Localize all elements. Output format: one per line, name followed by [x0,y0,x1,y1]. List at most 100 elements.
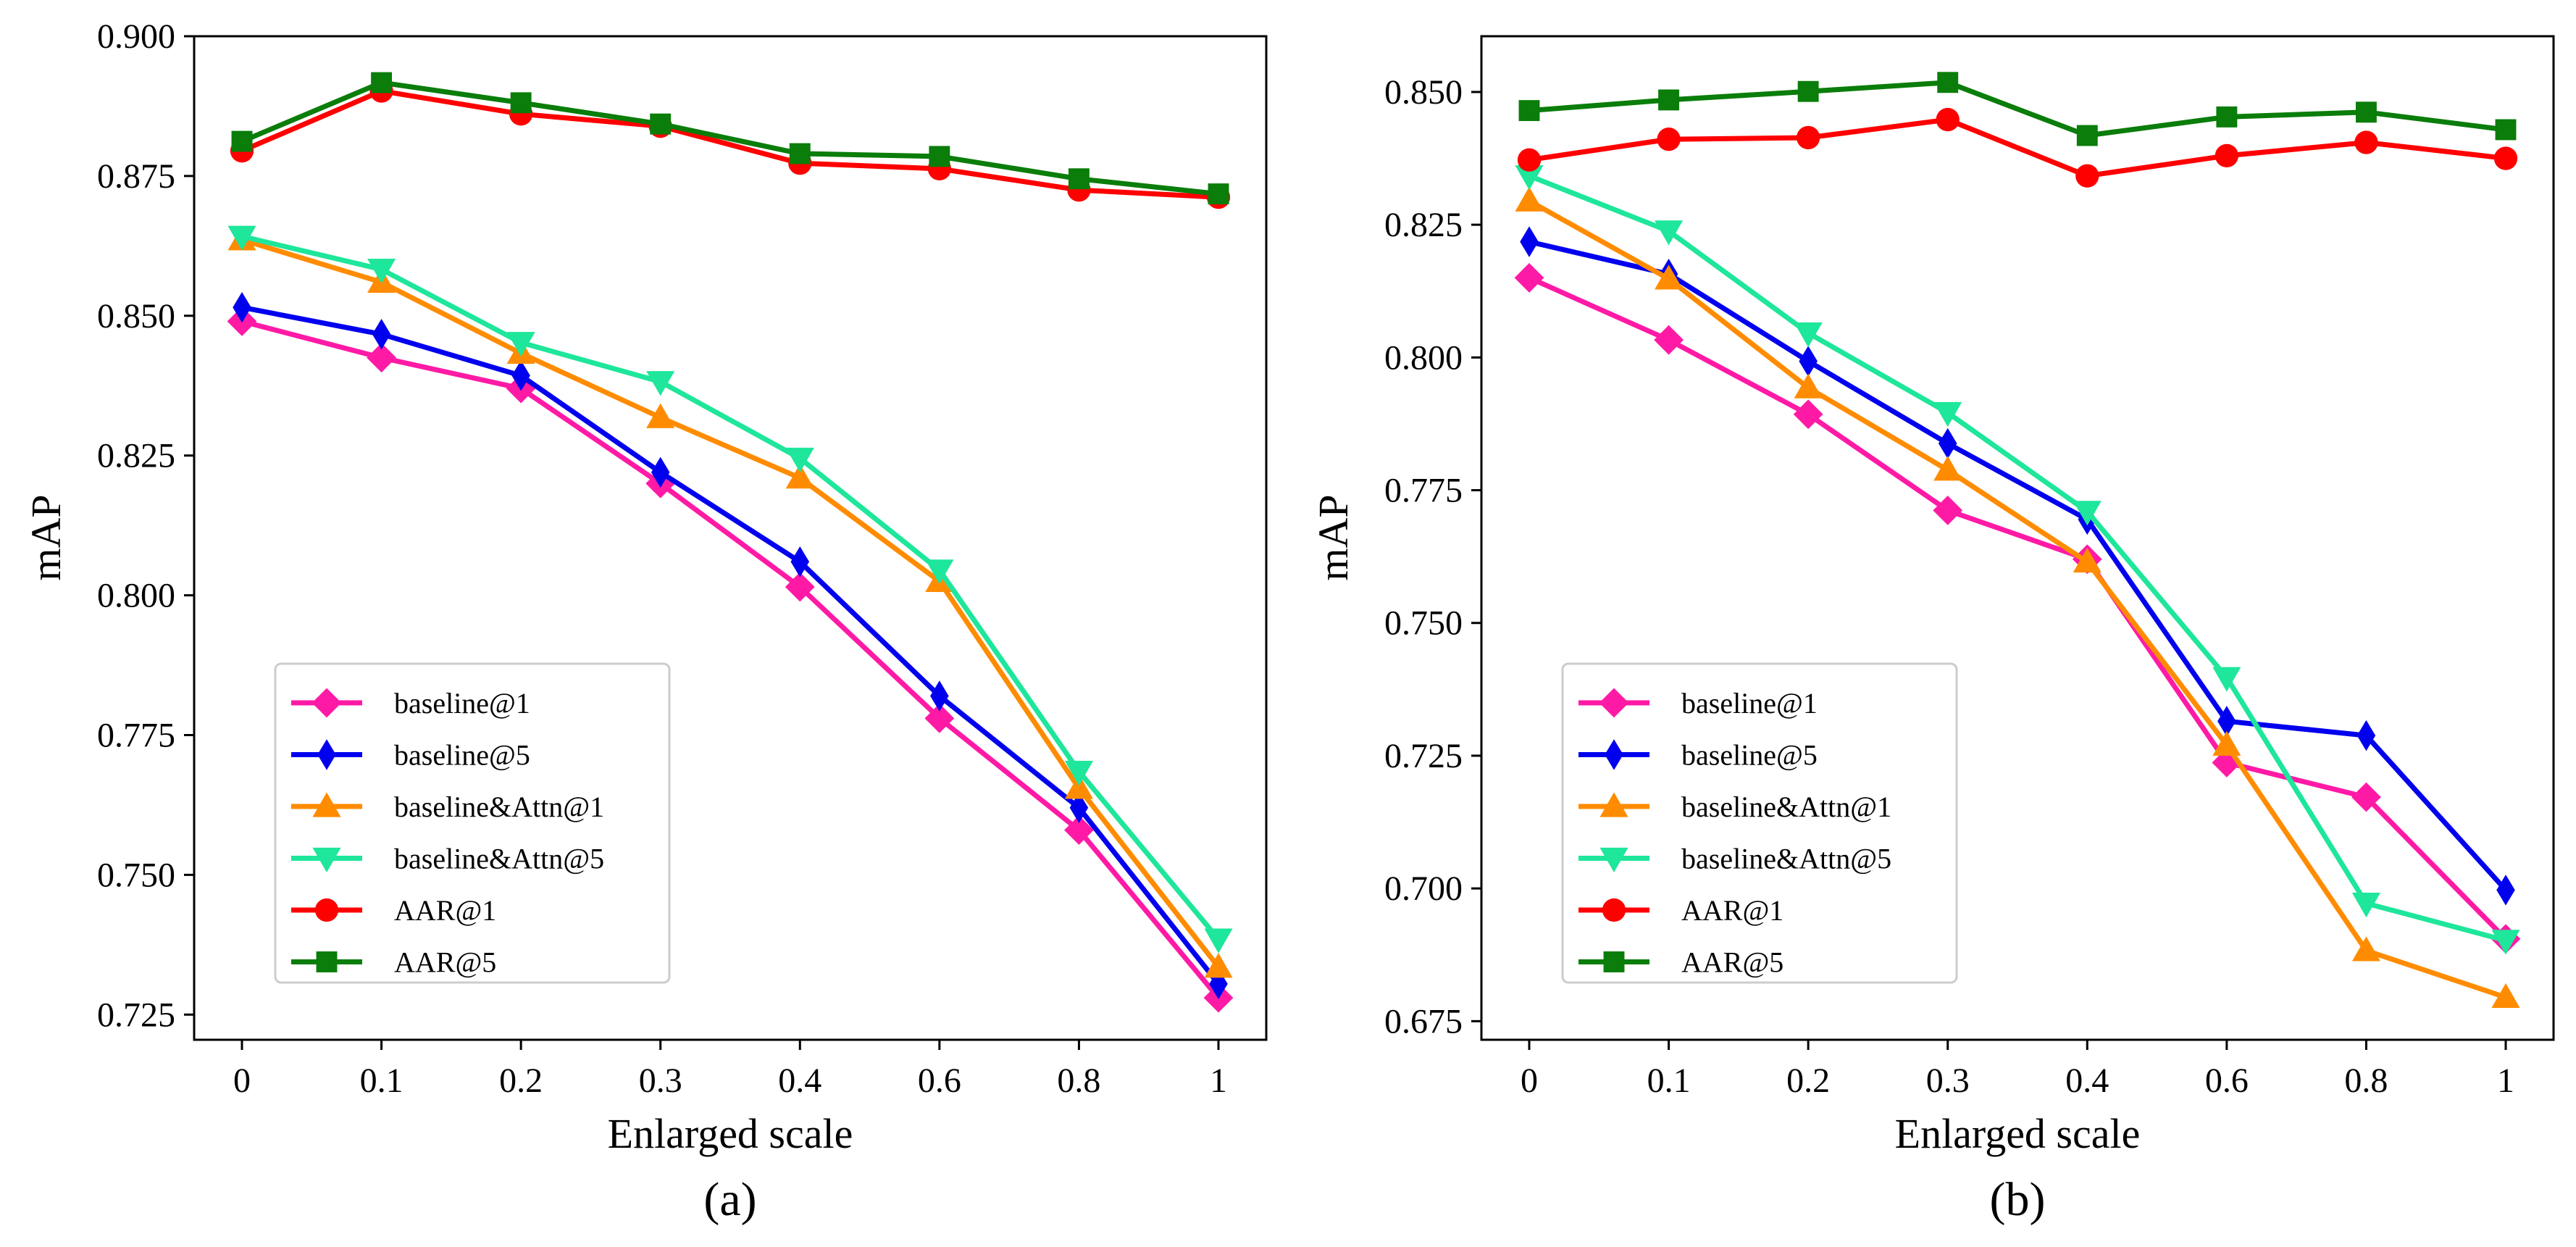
y-tick-label: 0.775 [1384,472,1463,510]
data-point [372,319,391,350]
chart-panel-b: 0 0.1 0.2 0.3 0.4 0.6 0.8 1 0.675 0.700 0.725 0.750… [1310,35,2555,1226]
data-point [2216,106,2238,128]
legend-label: baseline&Attn@5 [1681,843,1891,875]
data-point [646,403,675,428]
data-point [929,146,950,167]
y-tick-label: 0.725 [1384,737,1463,775]
legend-label: baseline@1 [1681,687,1818,720]
data-point [1796,125,1820,150]
legend-label: baseline&Attn@1 [1681,791,1891,823]
data-point [2212,667,2241,692]
data-point [2351,782,2381,812]
y-tick-label: 0.775 [97,716,175,754]
data-point [2351,936,2380,962]
data-point [1514,263,1544,293]
data-point [231,130,253,152]
panel-caption: (b) [1990,1173,2046,1226]
y-axis-label: mAP [1310,494,1357,580]
data-point [1658,89,1680,111]
series-line [239,80,1221,197]
y-tick-label: 0.675 [1384,1002,1463,1040]
x-tick-label: 0.2 [1786,1062,1830,1100]
x-axis-label: Enlarged scale [608,1110,853,1157]
legend-marker [1599,792,1628,817]
data-point [925,559,954,585]
x-tick-label: 1 [2497,1062,2514,1100]
legend-marker [1599,847,1628,873]
data-point [2212,748,2242,777]
legend-marker [1605,739,1623,770]
y-tick-label: 0.850 [97,297,175,335]
legend-label: AAR@1 [1681,894,1783,927]
data-point [2212,730,2241,756]
data-point [1655,220,1684,246]
x-tick-label: 0.1 [360,1062,403,1100]
data-point [367,343,396,373]
legend-label: baseline&Attn@5 [394,843,604,875]
data-point [1797,80,1819,102]
data-point [790,546,810,577]
series-line [1526,239,2509,893]
y-tick-label: 0.825 [97,437,175,475]
data-point [233,291,251,323]
data-point [924,703,955,733]
data-point [1657,128,1681,151]
data-point [2076,125,2098,146]
legend-label: baseline&Attn@1 [394,791,604,823]
data-point [1204,953,1233,978]
legend-label: baseline@5 [394,739,530,772]
legend-label: AAR@5 [1681,946,1783,979]
data-point [2075,164,2099,188]
data-point [1517,148,1542,172]
data-point [1064,815,1094,846]
series-line [239,319,1221,1001]
data-point [2073,547,2102,573]
data-point [510,92,532,114]
legend-marker [311,688,342,718]
y-tick-label: 0.800 [1384,338,1463,377]
legend-marker [312,792,341,817]
legend-marker [1603,951,1625,972]
x-tick-label: 0 [1521,1062,1538,1100]
data-point [1064,774,1093,799]
data-point [1655,264,1684,290]
data-point [2496,875,2515,906]
series-line [239,233,1221,942]
data-point [1518,100,1540,122]
y-tick-label: 0.750 [97,856,175,894]
series-line [1526,117,2509,179]
legend-marker [312,847,341,873]
series-line [239,237,1221,970]
data-point [651,456,670,488]
x-tick-label: 0.4 [2065,1062,2109,1100]
legend: baseline@1 baseline@5 baseline&Attn@1 basel… [1561,662,1958,984]
x-tick-label: 0.3 [639,1062,682,1100]
data-point [367,259,396,284]
series-line [1526,198,2509,1000]
x-tick-label: 0 [233,1062,251,1100]
data-point [1069,792,1089,824]
series-layer [1514,72,2521,1009]
data-point [1793,399,1823,430]
data-point [2493,146,2518,170]
data-point [2215,143,2239,168]
x-tick-label: 0.6 [918,1062,961,1100]
data-point [1937,72,1959,93]
data-point [1933,456,1962,481]
legend-frame [1561,662,1958,984]
legend-items: baseline@1 baseline@5 baseline&Attn@1 basel… [1578,687,1891,979]
plot-frame [193,35,1268,1041]
series-layer [227,72,1234,1013]
y-tick-label: 0.750 [1384,604,1463,643]
chart-panel-a: 0 0.1 0.2 0.3 0.4 0.6 0.8 1 0.725 0.750 0.775 0.800… [22,17,1268,1226]
plot-frame [1480,35,2555,1041]
data-point [2357,720,2376,751]
data-point [1794,322,1823,348]
data-point [785,464,814,489]
data-point [785,447,814,473]
legend-marker [314,898,339,922]
data-point [2351,893,2380,918]
y-tick-label: 0.875 [97,157,175,196]
axis-ticks: 0 0.1 0.2 0.3 0.4 0.6 0.8 1 0.725 0.750 0.775 0.800… [97,17,1227,1100]
data-point [2491,930,2520,955]
